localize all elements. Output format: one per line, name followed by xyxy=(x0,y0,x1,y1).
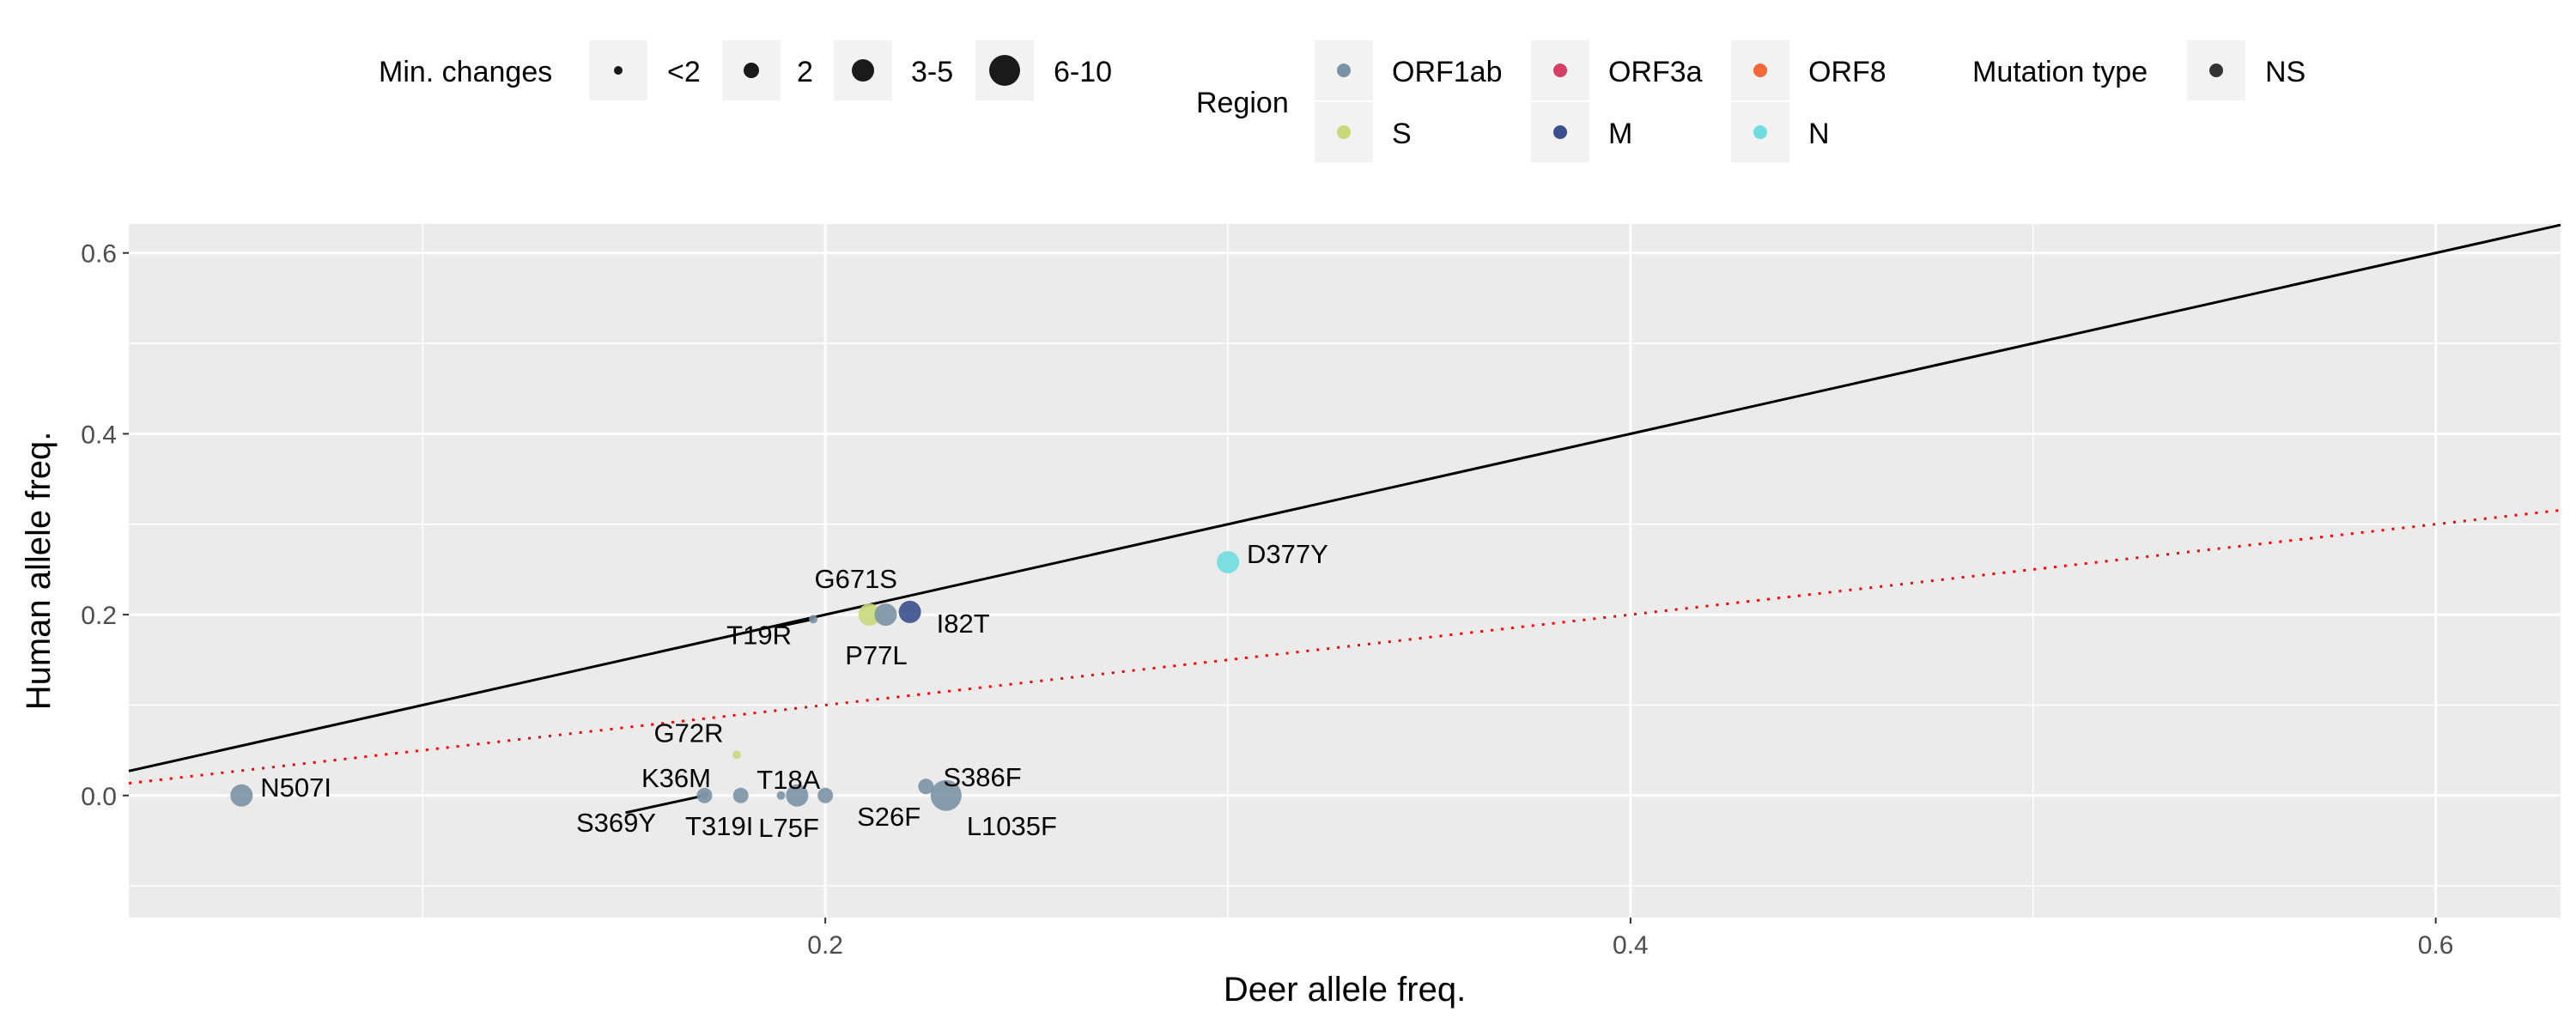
legend-mutation-title: Mutation type xyxy=(1972,56,2148,88)
point-label-d377y: D377Y xyxy=(1247,539,1328,569)
point-d377y xyxy=(1217,550,1240,573)
point-g671s xyxy=(858,603,881,627)
point-label-t19r: T19R xyxy=(726,620,792,650)
legend-region-dot-6 xyxy=(1753,125,1767,139)
y-tick-label: 0.4 xyxy=(81,421,117,449)
legend-size-dot-2 xyxy=(744,63,759,78)
label-connectors xyxy=(625,617,814,815)
legend-size-dot-4 xyxy=(989,55,1020,86)
point-label-p77l: P77L xyxy=(845,640,907,670)
point-label-g72r: G72R xyxy=(654,718,724,748)
legend-region-dot-4 xyxy=(1337,125,1351,139)
identity-reference-line xyxy=(128,223,2561,772)
legend-region-label-5: M xyxy=(1608,118,1632,150)
y-tick-label: 0.2 xyxy=(81,602,117,630)
y-axis: 0.0 0.2 0.4 0.6 xyxy=(81,240,129,811)
legend-region-label-3: ORF8 xyxy=(1808,56,1886,88)
reference-lines xyxy=(128,223,2561,785)
plot-panel xyxy=(129,224,2561,918)
legend-mutation-type: Mutation type NS xyxy=(1972,40,2306,100)
x-tick-label: 0.6 xyxy=(2418,931,2454,960)
point-label-s369y: S369Y xyxy=(576,808,656,838)
point-n507i xyxy=(230,784,253,807)
data-points xyxy=(230,550,1240,811)
x-tick-label: 0.4 xyxy=(1613,931,1649,960)
point-k36m xyxy=(700,791,709,800)
legend-region-label-1: ORF1ab xyxy=(1392,56,1503,88)
point-i82t xyxy=(898,600,921,623)
y-tick-label: 0.6 xyxy=(81,240,117,269)
point-t319i xyxy=(732,787,749,803)
legend-region-title: Region xyxy=(1196,87,1289,119)
point-label-s386f: S386F xyxy=(943,762,1021,792)
legend-region-dot-1 xyxy=(1337,64,1351,77)
legend-region-label-4: S xyxy=(1392,118,1412,150)
legend-region: Region ORF1ab ORF3a ORF8 S M N xyxy=(1196,40,1886,162)
point-g72r xyxy=(732,750,741,760)
point-p77l xyxy=(874,603,897,627)
legend-region-label-2: ORF3a xyxy=(1608,56,1703,88)
point-t18a xyxy=(786,784,809,807)
legend-size-dot-3 xyxy=(852,59,874,82)
point-label-l1035f: L1035F xyxy=(967,811,1057,841)
legend-size-label-4: 6-10 xyxy=(1054,56,1112,88)
point-labels: N507I S369Y K36M T319I L75F T18A S26F S386F L103… xyxy=(260,539,1328,843)
x-axis: 0.2 0.4 0.6 xyxy=(807,918,2454,960)
legend-size-dot-1 xyxy=(614,66,623,75)
connector-s369y xyxy=(625,794,705,815)
legend-mutation-dot-1 xyxy=(2209,64,2223,77)
connector-t19r xyxy=(780,617,814,627)
point-label-s26f: S26F xyxy=(857,802,920,832)
point-s386f xyxy=(918,779,934,795)
legend-size: Min. changes <2 2 3-5 6-10 xyxy=(379,40,1112,100)
point-label-k36m: K36M xyxy=(641,763,711,793)
point-label-n507i: N507I xyxy=(260,772,331,803)
point-label-g671s: G671S xyxy=(814,564,897,594)
legend-region-dot-2 xyxy=(1553,64,1567,77)
legend-size-title: Min. changes xyxy=(379,56,552,88)
legend-region-dot-3 xyxy=(1753,64,1767,77)
point-label-l75f: L75F xyxy=(758,813,819,843)
y-tick-label: 0.0 xyxy=(81,783,117,811)
x-tick-label: 0.2 xyxy=(807,931,843,960)
legend-size-label-2: 2 xyxy=(797,56,813,88)
legend-region-dot-5 xyxy=(1553,125,1567,139)
legend-size-label-1: <2 xyxy=(667,56,701,88)
point-t19r xyxy=(809,615,818,624)
point-s26f xyxy=(817,787,834,803)
x-axis-title: Deer allele freq. xyxy=(1224,971,1466,1009)
point-label-i82t: I82T xyxy=(937,609,990,639)
y-axis-title: Human allele freq. xyxy=(20,432,58,711)
point-l75f xyxy=(776,791,786,800)
legend-size-label-3: 3-5 xyxy=(911,56,953,88)
legend-region-label-6: N xyxy=(1808,118,1830,150)
legend-mutation-label-1: NS xyxy=(2265,56,2306,88)
point-label-t18a: T18A xyxy=(756,765,820,795)
point-label-t319i: T319I xyxy=(685,811,753,841)
point-l1035f xyxy=(930,779,962,811)
